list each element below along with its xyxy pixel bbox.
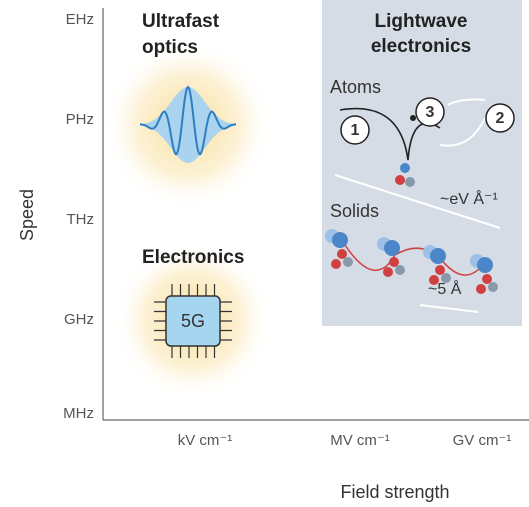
label: Solids <box>330 201 379 221</box>
title: Lightwave <box>375 11 468 32</box>
arrow <box>447 98 486 106</box>
title: Electronics <box>142 247 244 268</box>
step: 2 <box>496 110 505 127</box>
atom <box>482 274 492 284</box>
y-tick-label: MHz <box>63 405 94 422</box>
x-tick-label: MV cm⁻¹ <box>330 432 390 449</box>
title: Ultrafast <box>142 11 220 32</box>
atom <box>430 248 446 264</box>
wave <box>140 85 236 156</box>
step-badge <box>340 115 370 145</box>
y-tick-label: THz <box>67 211 95 228</box>
atom <box>383 267 393 277</box>
electron <box>410 115 416 121</box>
label: Atoms <box>330 77 381 97</box>
chip <box>165 295 221 347</box>
y-tick-label: PHz <box>66 111 94 128</box>
atom <box>332 232 348 248</box>
label: ~5 Å <box>428 279 462 298</box>
x-axis-label: Field strength <box>340 482 449 502</box>
step-badge <box>485 103 515 133</box>
atom <box>331 259 341 269</box>
atom <box>395 163 415 187</box>
chip-label: 5G <box>181 311 205 331</box>
x-tick-label: kV cm⁻¹ <box>178 432 233 449</box>
y-tick-label: GHz <box>64 311 94 328</box>
step: 1 <box>351 122 360 139</box>
atom <box>477 257 493 273</box>
atom <box>384 240 400 256</box>
wave-envelope <box>140 87 236 163</box>
atom <box>343 257 353 267</box>
title: optics <box>142 37 198 58</box>
x-tick-label: GV cm⁻¹ <box>453 432 512 449</box>
spacing-arrow <box>419 304 479 313</box>
y-tick-label: EHz <box>66 11 94 28</box>
atom <box>395 265 405 275</box>
atom <box>337 249 347 259</box>
arrow <box>439 117 486 147</box>
atom <box>488 282 498 292</box>
lattice-potential <box>344 244 486 276</box>
field-arrow <box>334 174 501 229</box>
y-axis-label: Speed <box>17 189 37 241</box>
step-badge <box>415 97 445 127</box>
title: electronics <box>371 36 471 57</box>
atom <box>476 284 486 294</box>
atom <box>389 257 399 267</box>
label: ~eV Å⁻¹ <box>440 189 498 208</box>
atom <box>441 273 451 283</box>
step: 3 <box>426 104 435 121</box>
solid-atoms <box>325 229 498 294</box>
atom <box>435 265 445 275</box>
atom <box>429 275 439 285</box>
